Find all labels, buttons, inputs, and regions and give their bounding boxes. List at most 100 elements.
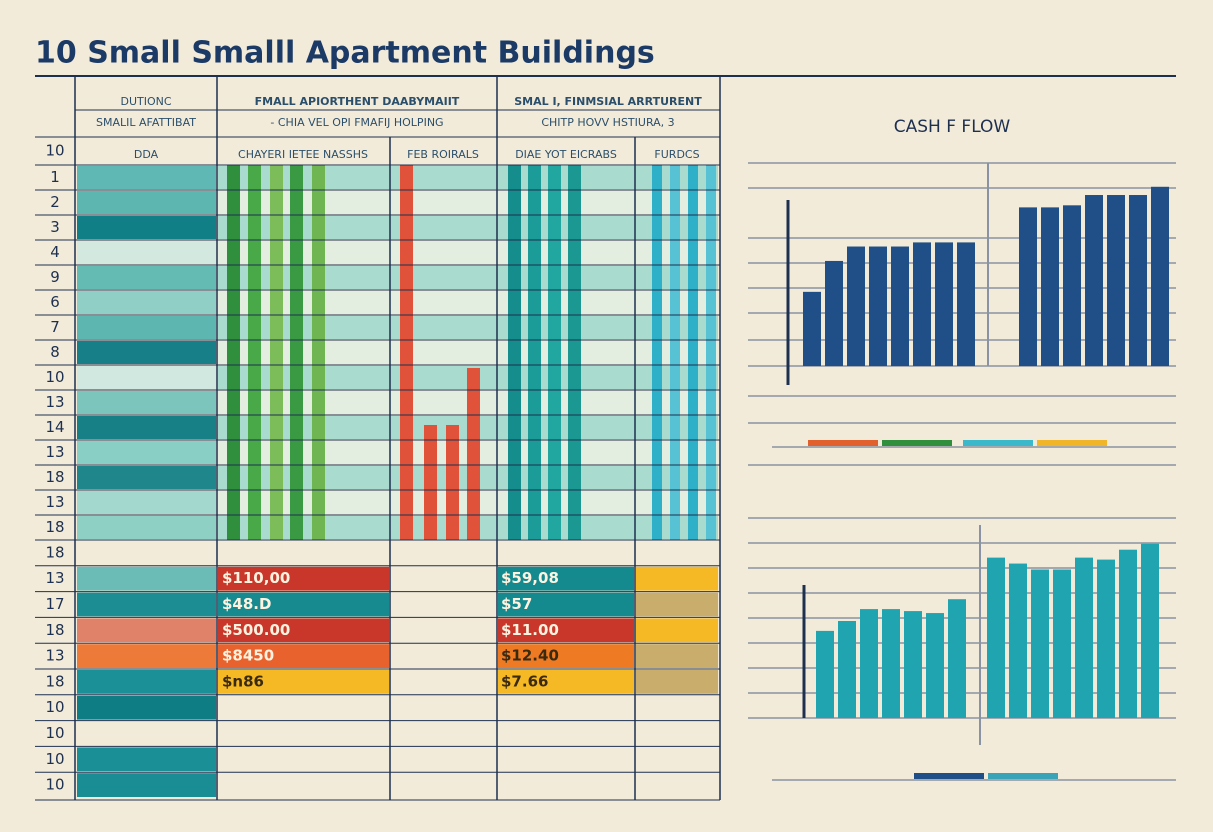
cell-fill [498, 644, 634, 668]
cell-fill [77, 566, 216, 591]
subheader: FEB ROIRALS [407, 148, 479, 161]
cell-fill [77, 695, 216, 720]
page-title: 10 Small Smalll Apartment Buildings [35, 36, 655, 71]
row-label: 10 [45, 142, 64, 160]
amount: $8450 [222, 647, 274, 665]
stripe [77, 266, 216, 289]
deco-bar [446, 425, 459, 540]
cell-fill [498, 618, 634, 643]
cell-fill [498, 592, 634, 617]
bar [1041, 207, 1059, 366]
row-label: 10 [45, 698, 64, 716]
row-label: 4 [50, 243, 60, 261]
cell-fill [77, 747, 216, 772]
bar [957, 242, 975, 366]
amount: $48.D [222, 595, 271, 613]
deco-bar [312, 165, 325, 540]
row-label: 17 [45, 595, 64, 613]
stripe [218, 266, 718, 289]
deco-bar [270, 165, 283, 540]
header-text: SMALIL AFATTIBAT [96, 116, 196, 129]
header-text: FMALL APIORTHENT DAABYMAIIT [255, 95, 460, 108]
amount: $n86 [222, 672, 264, 690]
cell-fill [77, 644, 216, 668]
stripe [77, 191, 216, 214]
bar [1063, 205, 1081, 366]
bar [987, 557, 1005, 718]
row-label: 13 [45, 393, 64, 411]
bar [1107, 195, 1125, 366]
bar [1151, 186, 1169, 366]
row-label: 18 [45, 518, 64, 536]
legend-swatch [882, 440, 952, 446]
row-label: 13 [45, 569, 64, 587]
row-label: 7 [50, 318, 60, 336]
stripe [218, 341, 718, 364]
legend-swatch [988, 773, 1058, 779]
bar [1031, 569, 1049, 718]
stripe [218, 166, 718, 189]
stripe [77, 441, 216, 464]
cell-fill [636, 644, 718, 668]
header-text: SMAL I, FINMSIAL ARRTURENT [514, 95, 702, 108]
cell-fill [636, 670, 718, 694]
deco-bar [652, 165, 662, 540]
deco-bar [548, 165, 561, 540]
row-label: 9 [50, 268, 60, 286]
row-label: 13 [45, 493, 64, 511]
bar [1119, 549, 1137, 718]
row-label: 13 [45, 443, 64, 461]
deco-bar [706, 165, 716, 540]
deco-bar [227, 165, 240, 540]
bar [1085, 195, 1103, 366]
stripe [77, 166, 216, 189]
deco-bar [670, 165, 680, 540]
deco-bar [290, 165, 303, 540]
subheader: FURDCS [654, 148, 699, 161]
cell-fill [77, 773, 216, 797]
stripe [77, 241, 216, 264]
subheader: DDA [134, 148, 159, 161]
bar [816, 630, 834, 718]
header-text: - CHIA VEL OPI FMAFIJ HOLPING [270, 116, 443, 129]
subheader: CHAYERI IETEE NASSHS [238, 148, 368, 161]
stripe [77, 416, 216, 439]
cell-fill [636, 618, 718, 643]
deco-bar [424, 425, 437, 540]
bar [1009, 563, 1027, 718]
bar [1019, 207, 1037, 366]
stripe [77, 466, 216, 489]
cell-fill [218, 592, 389, 617]
amount: $7.66 [501, 672, 548, 690]
deco-bar [528, 165, 541, 540]
row-label: 8 [50, 343, 60, 361]
row-label: 1 [50, 168, 60, 186]
amount: $57 [501, 595, 532, 613]
bar [825, 260, 843, 366]
row-label: 10 [45, 724, 64, 742]
cell-fill [77, 592, 216, 617]
legend-swatch [914, 773, 984, 779]
stripe [218, 216, 718, 239]
stripe [77, 516, 216, 539]
chart-title: CASH F FLOW [894, 117, 1011, 137]
bar [882, 609, 900, 718]
legend-swatch [808, 440, 878, 446]
row-label: 18 [45, 543, 64, 561]
row-label: 18 [45, 672, 64, 690]
cell-fill [218, 644, 389, 668]
cell-fill [636, 566, 718, 591]
stripe [77, 491, 216, 514]
subheader: DIAE YOT EICRABS [515, 148, 617, 161]
bar [803, 291, 821, 366]
header-text: CHITP HOVV HSTIURA, 3 [541, 116, 674, 129]
stripe [218, 291, 718, 314]
cell-fill [498, 670, 634, 694]
legend-swatch [1037, 440, 1107, 446]
bar [860, 609, 878, 718]
bar [838, 620, 856, 718]
deco-bar [400, 165, 413, 540]
bar [1129, 195, 1147, 366]
row-label: 2 [50, 193, 60, 211]
